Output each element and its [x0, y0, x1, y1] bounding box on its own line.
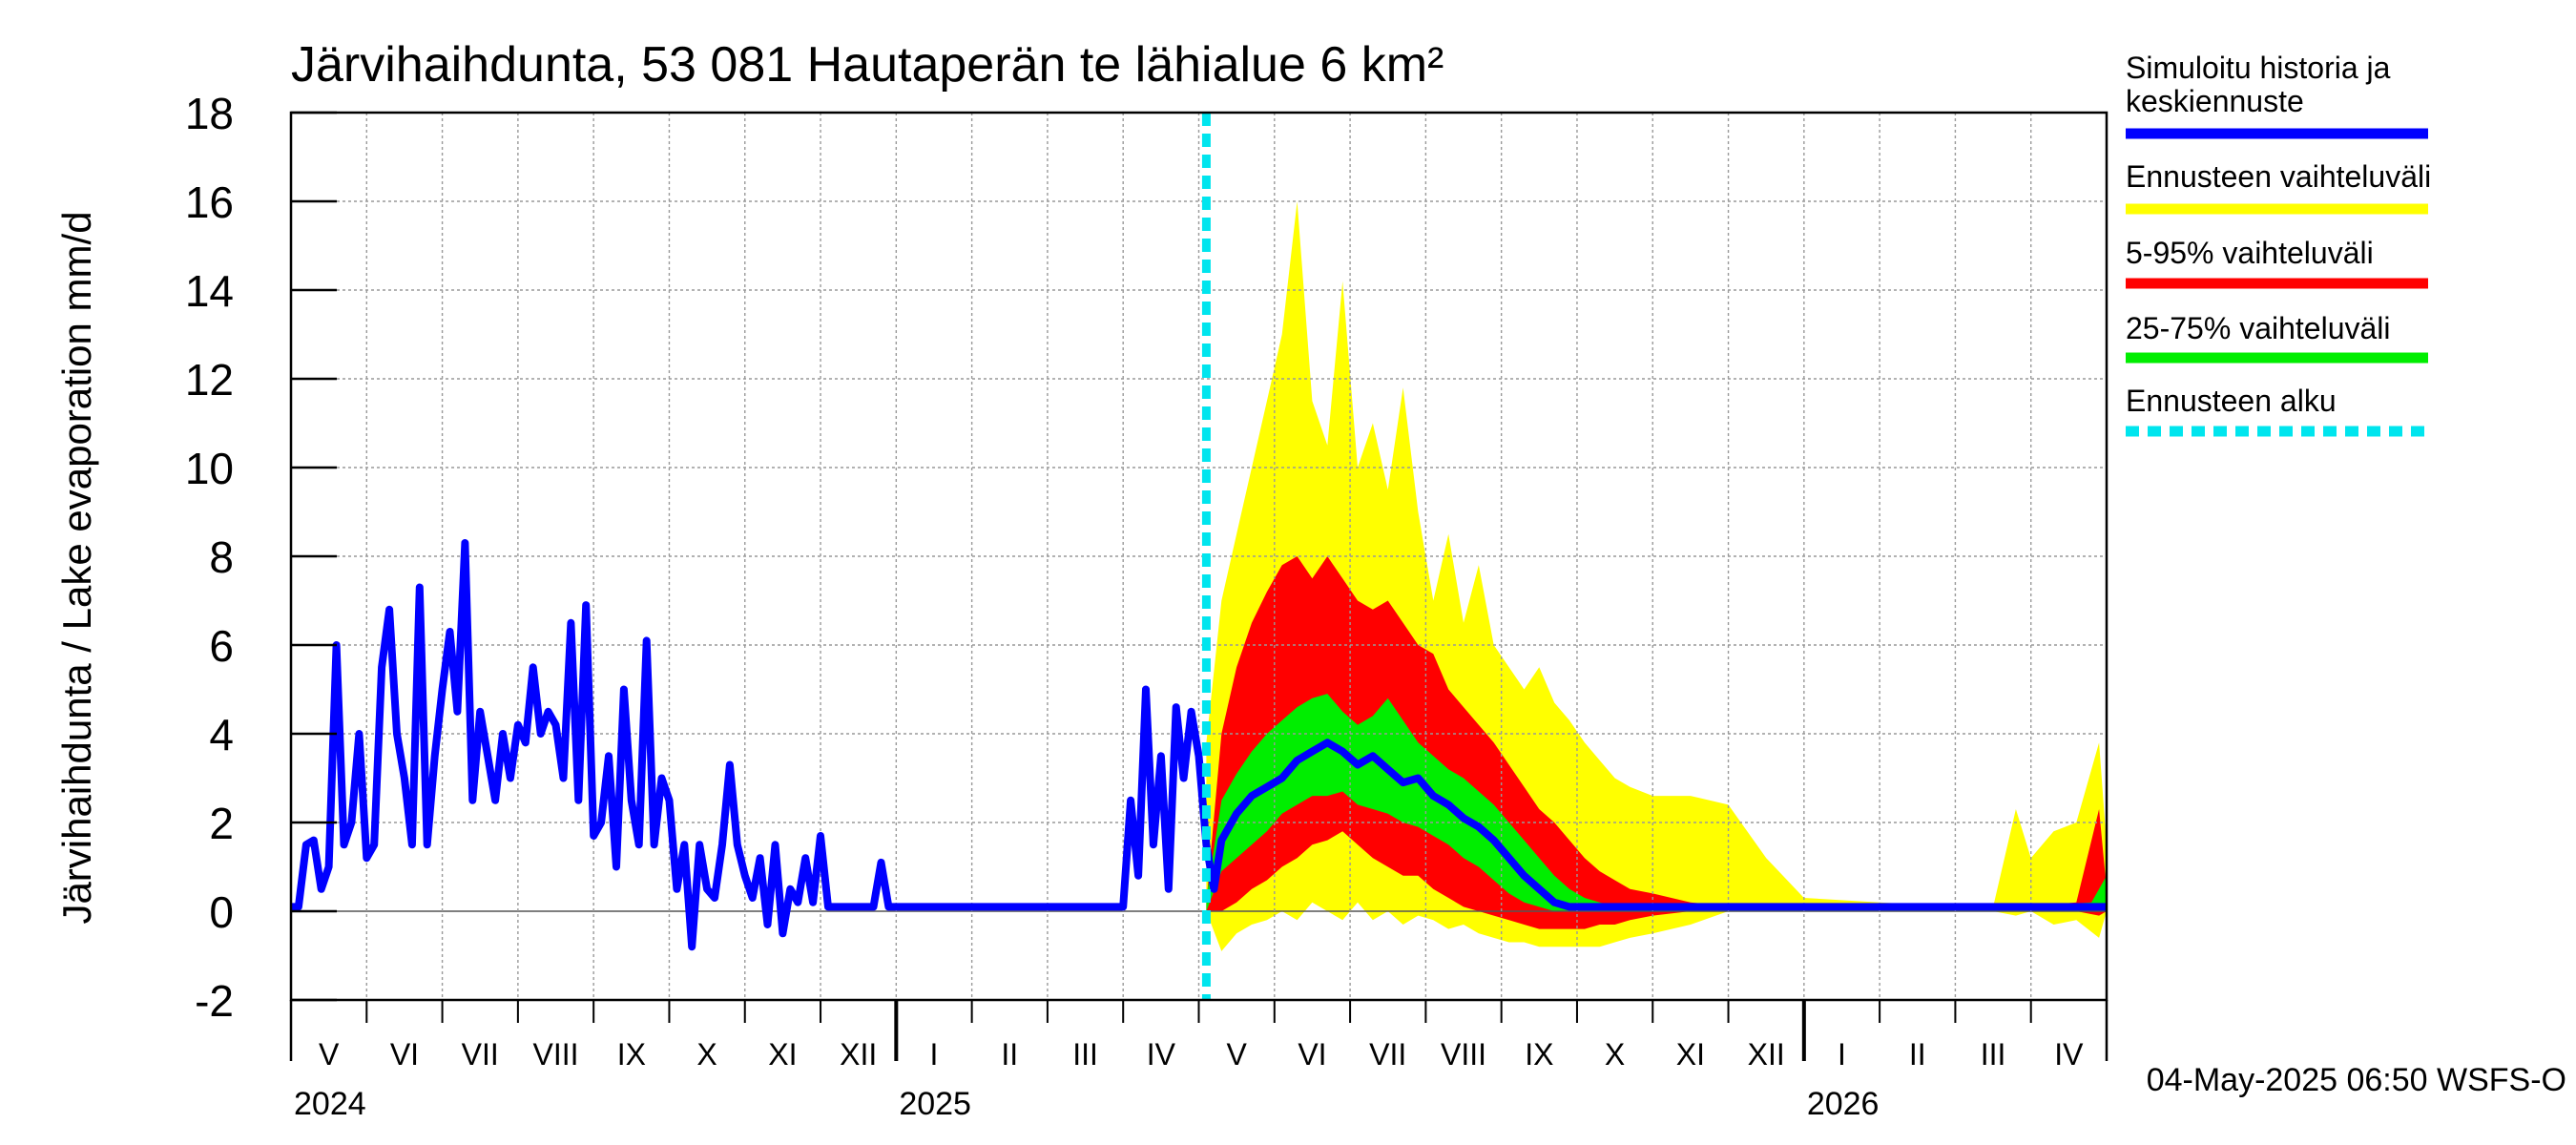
y-tick-label: 10 [185, 444, 234, 493]
y-tick-labels: -2 0 2 4 6 8 10 12 14 16 18 [185, 89, 337, 1026]
band-5-95 [1206, 556, 2107, 929]
x-month-label: VI [1298, 1037, 1326, 1072]
y-tick-label: 16 [185, 177, 234, 227]
x-month-label: II [1001, 1037, 1018, 1072]
grid-lines [291, 113, 2107, 1000]
legend-label: Ennusteen alku [2126, 384, 2337, 418]
y-tick-label: 8 [209, 532, 234, 582]
x-month-label: I [930, 1037, 939, 1072]
x-month-label: XII [1748, 1037, 1785, 1072]
x-month-label: III [1981, 1037, 2006, 1072]
x-year-label: 2026 [1807, 1086, 1880, 1122]
x-month-label: VIII [1441, 1037, 1486, 1072]
x-month-labels: V VI VII VIII IX X XI XII I II III IV V VI VII VIII IX X X… [294, 1000, 2084, 1122]
x-month-label: XI [768, 1037, 797, 1072]
x-month-label: V [1226, 1037, 1247, 1072]
x-month-label: I [1838, 1037, 1846, 1072]
y-axis-label: Järvihaihdunta / Lake evaporation mm/d [54, 211, 99, 924]
x-year-label: 2025 [899, 1086, 971, 1122]
x-month-label: III [1072, 1037, 1098, 1072]
x-month-label: VI [390, 1037, 419, 1072]
y-tick-label: 2 [209, 799, 234, 848]
legend-label: 25-75% vaihteluväli [2126, 311, 2391, 345]
x-month-label: VIII [533, 1037, 579, 1072]
x-month-label: VII [1369, 1037, 1406, 1072]
x-month-label: X [1605, 1037, 1625, 1072]
history-and-mean-series [291, 539, 2107, 951]
y-tick-label: 0 [209, 887, 234, 937]
x-month-label: IV [1147, 1037, 1176, 1072]
legend-label: Ennusteen vaihteluväli [2126, 159, 2431, 194]
legend-label: 5-95% vaihteluväli [2126, 236, 2374, 270]
legend: Simuloitu historia ja keskiennuste Ennuste… [2126, 51, 2431, 437]
x-year-label: 2024 [294, 1086, 366, 1122]
x-month-label: XI [1676, 1037, 1705, 1072]
y-tick-label: 12 [185, 355, 234, 405]
forecast-bands [1206, 201, 2107, 951]
y-tick-label: 6 [209, 621, 234, 671]
y-tick-label: -2 [195, 976, 234, 1026]
x-month-label: IX [1525, 1037, 1553, 1072]
chart-title: Järvihaihdunta, 53 081 Hautaperän te läh… [291, 37, 1444, 93]
y-tick-label: 4 [209, 710, 234, 760]
x-month-label: X [696, 1037, 717, 1072]
x-month-label: IV [2054, 1037, 2084, 1072]
legend-label: Simuloitu historia ja keskiennuste [2126, 51, 2391, 118]
footer-timestamp: 04-May-2025 06:50 WSFS-O [2147, 1062, 2566, 1098]
x-month-label: VII [462, 1037, 499, 1072]
x-month-label: II [1909, 1037, 1926, 1072]
y-tick-label: 18 [185, 89, 234, 138]
band-25-75 [1206, 694, 2107, 911]
series-history-mean [291, 539, 2107, 951]
x-month-label: V [319, 1037, 340, 1072]
x-month-label: XII [840, 1037, 877, 1072]
x-month-label: IX [617, 1037, 646, 1072]
y-tick-label: 14 [185, 266, 234, 316]
